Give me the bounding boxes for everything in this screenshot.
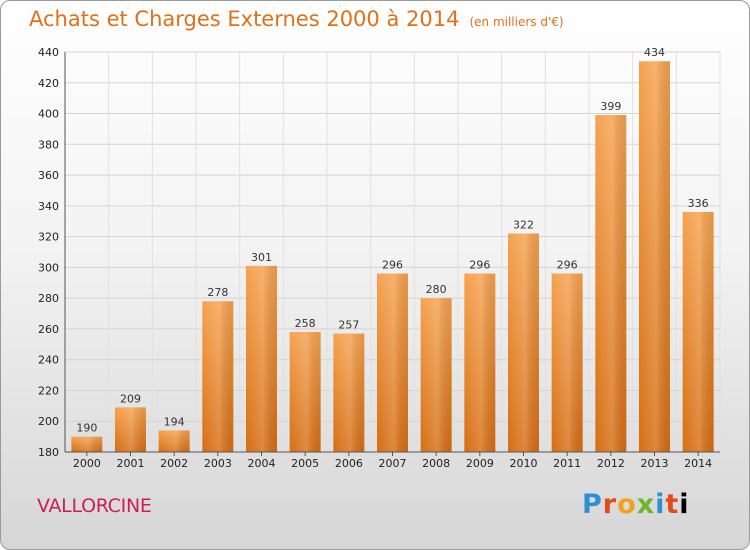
data-label: 434 [644,46,665,59]
data-label: 257 [338,319,359,332]
y-tick-label: 240 [38,354,59,367]
bar-shine [333,333,365,452]
data-label: 296 [557,259,578,272]
bar-shine [158,430,190,452]
bar-shine [464,273,496,452]
bar-shine [71,436,103,452]
bar-shine [420,298,452,452]
y-tick-label: 400 [38,108,59,121]
y-tick-label: 340 [38,200,59,213]
y-tick-label: 300 [38,261,59,274]
bar-shine [508,233,539,452]
x-tick-label: 2000 [73,457,101,470]
bar-shine [639,61,670,452]
y-tick-label: 420 [38,77,59,90]
data-label: 280 [426,283,447,296]
proxiti-logo: Proxiti [582,489,690,520]
y-tick-label: 380 [38,138,59,151]
x-tick-label: 2012 [597,457,625,470]
chart-title-text: Achats et Charges Externes 2000 à 2014 [29,7,460,31]
x-tick-label: 2006 [335,457,363,470]
x-tick-label: 2010 [510,457,538,470]
x-tick-label: 2003 [204,457,232,470]
data-label: 336 [688,197,709,210]
x-tick-label: 2011 [553,457,581,470]
data-label: 301 [251,251,272,264]
value-labels: 190 209 194 278 301 258 257 296 280 296 322 296 399 4… [76,46,708,434]
y-tick-label: 440 [38,46,59,59]
bar-shine [377,273,408,452]
y-tick-label: 320 [38,231,59,244]
bar-shine [682,212,714,452]
y-tick-label: 220 [38,384,59,397]
x-tick-label: 2008 [422,457,450,470]
chart-subtitle: (en milliers d'€) [469,15,564,29]
x-tick-label: 2005 [291,457,319,470]
y-tick-label: 200 [38,415,59,428]
bars [71,61,714,453]
bar-shine [595,115,627,453]
y-tick-label: 280 [38,292,59,305]
y-tick-label: 180 [38,446,59,459]
bar-shine [115,407,146,452]
data-label: 296 [382,259,403,272]
data-label: 296 [469,259,490,272]
data-label: 322 [513,219,534,232]
bar-shine [289,332,321,452]
axes: 180 200 220 240 260 280 300 320 340 360 380 400 420 4… [38,46,720,470]
x-tick-label: 2009 [466,457,494,470]
x-tick-label: 2001 [117,457,145,470]
x-tick-label: 2004 [248,457,276,470]
data-label: 190 [76,422,97,435]
place-name: VALLORCINE [37,495,152,517]
data-label: 278 [207,286,228,299]
bar-shine [551,273,583,452]
x-tick-label: 2002 [160,457,188,470]
data-label: 209 [120,392,141,405]
y-tick-label: 360 [38,169,59,182]
data-label: 399 [600,100,621,113]
x-tick-label: 2007 [379,457,407,470]
x-tick-label: 2014 [684,457,712,470]
bar-shine [246,265,277,452]
bar-shine [202,301,234,452]
y-tick-label: 260 [38,323,59,336]
data-label: 194 [164,415,185,428]
x-tick-label: 2013 [641,457,669,470]
data-label: 258 [295,317,316,330]
chart-title: Achats et Charges Externes 2000 à 2014 (e… [29,7,564,31]
